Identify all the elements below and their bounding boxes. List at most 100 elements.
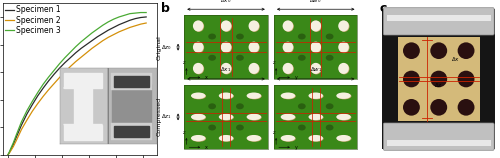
- Specimen 1: [56, 67, 62, 69]
- Text: $\Delta x$: $\Delta x$: [451, 55, 460, 63]
- Specimen 1: [138, 17, 143, 18]
- Specimen 1: [72, 52, 78, 54]
- Bar: [274, 15, 357, 79]
- Bar: [274, 15, 357, 79]
- Ellipse shape: [298, 103, 306, 109]
- Specimen 2: [94, 44, 100, 46]
- Specimen 2: [105, 36, 111, 38]
- Ellipse shape: [246, 92, 261, 99]
- Ellipse shape: [338, 20, 349, 31]
- Specimen 3: [62, 57, 68, 59]
- Specimen 2: [6, 152, 12, 154]
- Ellipse shape: [236, 125, 244, 131]
- Text: $\Delta x_0$: $\Delta x_0$: [220, 0, 232, 5]
- Specimen 3: [51, 70, 57, 71]
- Line: Specimen 1: Specimen 1: [8, 17, 146, 155]
- Ellipse shape: [280, 92, 295, 99]
- Ellipse shape: [310, 63, 321, 74]
- Specimen 1: [24, 113, 30, 115]
- Text: b: b: [162, 2, 170, 15]
- Specimen 1: [5, 154, 11, 156]
- Ellipse shape: [249, 63, 260, 74]
- Ellipse shape: [298, 55, 306, 61]
- Specimen 1: [8, 149, 14, 151]
- Specimen 1: [127, 19, 133, 21]
- Specimen 1: [6, 152, 12, 154]
- Ellipse shape: [247, 114, 262, 121]
- Ellipse shape: [309, 114, 324, 121]
- Ellipse shape: [403, 42, 420, 59]
- Specimen 2: [24, 119, 30, 121]
- Ellipse shape: [337, 93, 351, 99]
- Text: y: y: [295, 75, 298, 80]
- Specimen 1: [46, 80, 52, 82]
- Text: z: z: [183, 130, 186, 135]
- Ellipse shape: [430, 99, 447, 116]
- Specimen 2: [5, 154, 11, 156]
- Ellipse shape: [247, 93, 262, 99]
- Ellipse shape: [310, 20, 321, 31]
- Specimen 3: [72, 46, 78, 48]
- Ellipse shape: [326, 125, 334, 131]
- Specimen 2: [68, 66, 73, 67]
- Ellipse shape: [236, 103, 244, 109]
- Specimen 2: [51, 83, 57, 85]
- Specimen 2: [30, 110, 36, 112]
- Ellipse shape: [458, 71, 474, 87]
- Ellipse shape: [220, 135, 234, 142]
- Specimen 1: [40, 87, 46, 89]
- Specimen 2: [34, 103, 40, 104]
- Specimen 3: [116, 16, 122, 18]
- Ellipse shape: [282, 93, 296, 99]
- Ellipse shape: [326, 55, 334, 61]
- Text: y: y: [295, 145, 298, 150]
- Ellipse shape: [193, 63, 203, 74]
- Ellipse shape: [222, 42, 232, 53]
- Line: Specimen 3: Specimen 3: [8, 12, 146, 155]
- Specimen 1: [105, 29, 111, 31]
- Specimen 2: [78, 56, 84, 58]
- Specimen 3: [6, 151, 12, 153]
- Specimen 1: [116, 24, 122, 26]
- Ellipse shape: [248, 42, 259, 53]
- Ellipse shape: [282, 135, 296, 142]
- Specimen 3: [40, 83, 46, 85]
- Ellipse shape: [308, 92, 323, 99]
- Ellipse shape: [337, 114, 351, 121]
- Ellipse shape: [280, 114, 295, 120]
- Ellipse shape: [284, 42, 294, 53]
- Specimen 3: [56, 63, 62, 65]
- Text: z: z: [183, 60, 186, 65]
- Ellipse shape: [298, 125, 306, 131]
- Specimen 2: [10, 146, 16, 148]
- Text: $\Delta z$: $\Delta z$: [434, 81, 442, 89]
- Specimen 1: [13, 137, 19, 139]
- Ellipse shape: [191, 92, 206, 99]
- Ellipse shape: [249, 21, 260, 32]
- Ellipse shape: [430, 71, 447, 87]
- Bar: [184, 85, 268, 149]
- Text: $\Delta z_1$: $\Delta z_1$: [161, 112, 172, 121]
- Ellipse shape: [282, 42, 293, 53]
- Specimen 2: [18, 128, 24, 130]
- Specimen 2: [132, 25, 138, 27]
- Ellipse shape: [248, 20, 259, 31]
- Specimen 3: [34, 92, 40, 94]
- Ellipse shape: [236, 33, 244, 40]
- Bar: [184, 85, 268, 149]
- Specimen 1: [34, 95, 40, 97]
- Specimen 1: [10, 143, 16, 145]
- Ellipse shape: [208, 125, 216, 131]
- Specimen 3: [46, 76, 52, 78]
- Text: Original: Original: [156, 35, 162, 60]
- Specimen 1: [132, 18, 138, 20]
- Ellipse shape: [220, 42, 232, 53]
- Specimen 3: [138, 12, 143, 13]
- Ellipse shape: [192, 93, 206, 99]
- Ellipse shape: [249, 42, 260, 53]
- Ellipse shape: [326, 33, 334, 40]
- Specimen 3: [10, 142, 16, 144]
- Ellipse shape: [219, 92, 234, 99]
- Ellipse shape: [194, 63, 204, 74]
- Ellipse shape: [309, 135, 324, 142]
